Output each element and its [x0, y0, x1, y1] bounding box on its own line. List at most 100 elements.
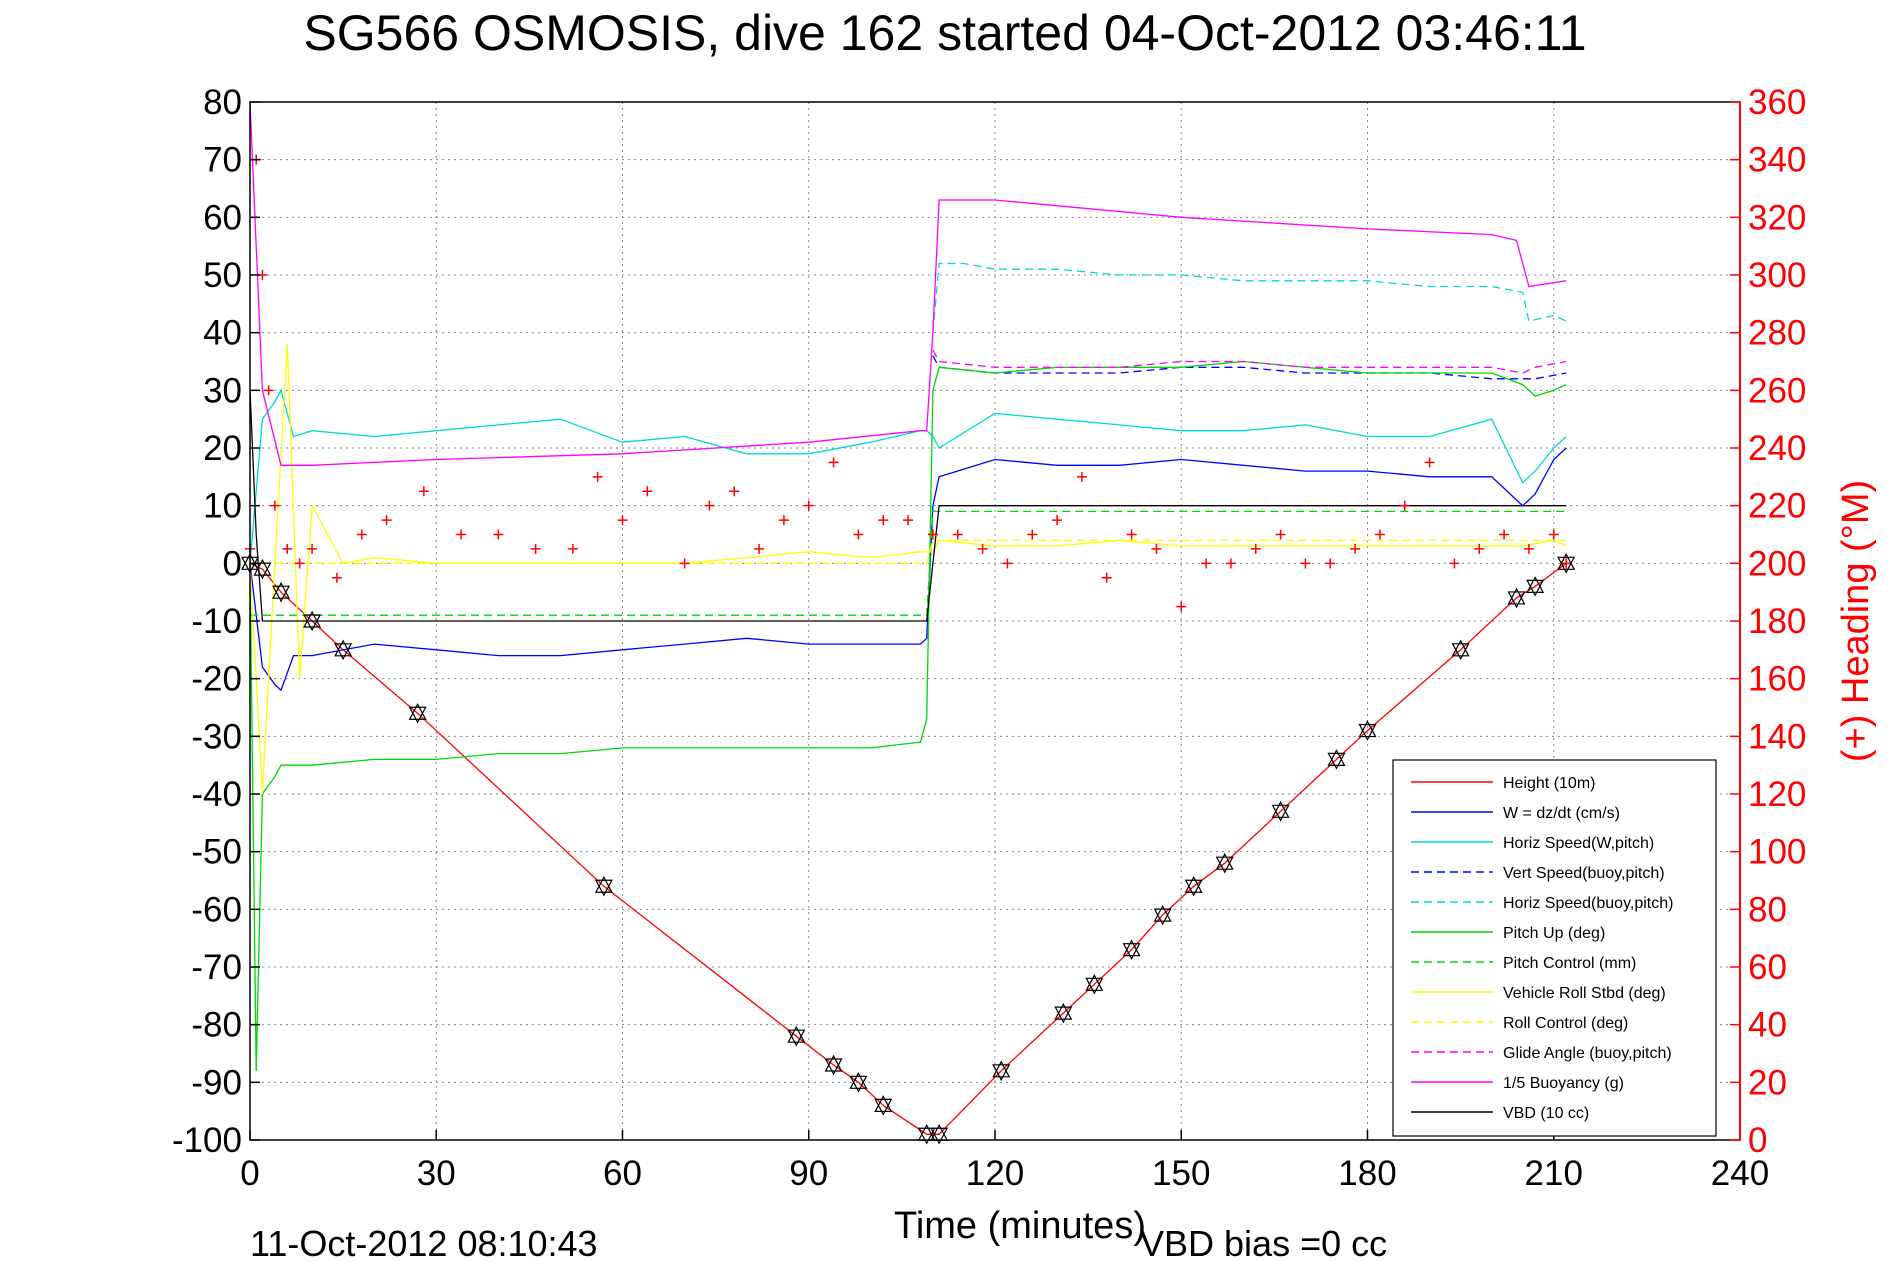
dive-point-marker	[1358, 720, 1377, 741]
dive-point-marker	[1054, 1002, 1073, 1024]
y-tick-label: -60	[191, 890, 242, 929]
y-tick-label: -50	[191, 833, 242, 872]
y-tick-label: 20	[203, 429, 242, 468]
y-tick-label: -10	[191, 602, 242, 641]
heading-point	[1027, 529, 1038, 540]
x-tick-label: 90	[789, 1154, 828, 1193]
y-right-tick-label: 160	[1748, 660, 1806, 699]
heading-point	[1275, 529, 1286, 540]
y-tick-label: 80	[203, 83, 242, 122]
y-tick-label: -40	[191, 775, 242, 814]
heading-point	[1561, 558, 1572, 569]
heading-point	[803, 500, 814, 511]
y-tick-label: 50	[203, 256, 242, 295]
series-w-dz-dt-cm-s	[249, 447, 1567, 692]
y-right-tick-label: 200	[1748, 544, 1806, 583]
series-vert-speed-buoy-pitch	[932, 355, 1567, 380]
series-vehicle-roll-stbd-deg	[249, 344, 1567, 795]
legend-entry: W = dz/dt (cm/s)	[1503, 805, 1620, 822]
series-layer	[241, 101, 1576, 1145]
heading-point	[977, 543, 988, 554]
dive-point-marker	[874, 1095, 893, 1116]
dive-point-marker	[408, 702, 427, 724]
legend-box	[1392, 759, 1717, 1137]
dive-point-marker	[1526, 576, 1545, 597]
heading-point	[1076, 471, 1087, 482]
legend-entry: Pitch Control (mm)	[1503, 955, 1636, 972]
y-right-tick-label: 320	[1748, 198, 1806, 237]
legend-entry: Roll Control (deg)	[1503, 1015, 1628, 1032]
y-right-tick-label: 120	[1748, 775, 1806, 814]
heading-point	[307, 543, 318, 554]
y-right-tick-label: 240	[1748, 429, 1806, 468]
heading-point	[331, 572, 342, 583]
heading-point	[1201, 558, 1212, 569]
heading-point	[903, 515, 914, 526]
heading-point	[1126, 529, 1137, 540]
heading-point	[592, 471, 603, 482]
y-axis-ticks-left: 80 70 60 50 40 30 20 10 0 -10 -20 -30 -40 -50 -60 -70 -8…	[172, 83, 260, 1160]
dive-point-marker	[1153, 904, 1172, 926]
heading-point	[1151, 543, 1162, 554]
legend-entry: Vert Speed(buoy,pitch)	[1503, 865, 1665, 882]
series-pitch-up-deg	[249, 360, 1567, 1071]
heading-point	[1225, 558, 1236, 569]
dive-point-marker	[849, 1072, 868, 1093]
dive-point-marker	[253, 558, 272, 580]
heading-point	[828, 457, 839, 468]
dive-point-marker	[1451, 639, 1470, 661]
heading-point	[1350, 543, 1361, 554]
legend-entry: Horiz Speed(buoy,pitch)	[1503, 895, 1673, 912]
heading-point	[729, 486, 740, 497]
legend-entry: Height (10m)	[1503, 775, 1595, 792]
heading-point	[1101, 572, 1112, 583]
series-glide-angle-buoy-pitch	[932, 349, 1567, 374]
y-tick-label: 70	[203, 141, 242, 180]
heading-point	[952, 529, 963, 540]
dive-point-marker	[594, 875, 613, 897]
series-1-5-buoyancy-g	[249, 101, 1567, 466]
x-tick-label: 150	[1152, 1154, 1210, 1193]
heading-point	[679, 558, 690, 569]
x-axis-label: Time (minutes)	[894, 1205, 1146, 1247]
heading-point	[530, 543, 541, 554]
heading-point	[927, 529, 938, 540]
dive-point-marker	[1215, 852, 1234, 874]
y-right-tick-label: 0	[1748, 1121, 1767, 1160]
y-tick-label: 10	[203, 487, 242, 526]
heading-point	[381, 515, 392, 526]
y-tick-label: 30	[203, 371, 242, 410]
y-tick-label: 40	[203, 314, 242, 353]
y-right-tick-label: 260	[1748, 371, 1806, 410]
dive-point-marker	[992, 1060, 1011, 1082]
heading-point	[282, 543, 293, 554]
y-right-tick-label: 300	[1748, 256, 1806, 295]
chart-title: SG566 OSMOSIS, dive 162 started 04-Oct-2…	[303, 5, 1586, 61]
series-horiz-speed-buoy-pitch	[932, 262, 1567, 333]
x-tick-label: 240	[1711, 1154, 1769, 1193]
heading-point	[1499, 529, 1510, 540]
series-pitch-control-mm	[250, 510, 1567, 616]
heading-point	[1325, 558, 1336, 569]
heading-point	[1374, 529, 1385, 540]
heading-point	[617, 515, 628, 526]
y-right-tick-label: 60	[1748, 948, 1787, 987]
x-tick-label: 30	[417, 1154, 456, 1193]
x-tick-label: 60	[603, 1154, 642, 1193]
legend-entry: Pitch Up (deg)	[1503, 925, 1605, 942]
y-right-tick-label: 280	[1748, 314, 1806, 353]
legend-entry: VBD (10 cc)	[1503, 1105, 1589, 1122]
heading-point	[1002, 558, 1013, 569]
heading-point	[1424, 457, 1435, 468]
y-tick-label: -30	[191, 717, 242, 756]
heading-point	[704, 500, 715, 511]
heading-point	[1449, 558, 1460, 569]
dive-point-marker	[1271, 801, 1290, 822]
y-axis-ticks-right: 3603403203002802602402202001801601401201…	[1730, 83, 1806, 1160]
heading-point	[1176, 601, 1187, 612]
dive-point-marker	[1122, 939, 1141, 960]
x-tick-label: 120	[966, 1154, 1024, 1193]
dive-point-marker	[1184, 875, 1203, 897]
heading-point	[1548, 529, 1559, 540]
